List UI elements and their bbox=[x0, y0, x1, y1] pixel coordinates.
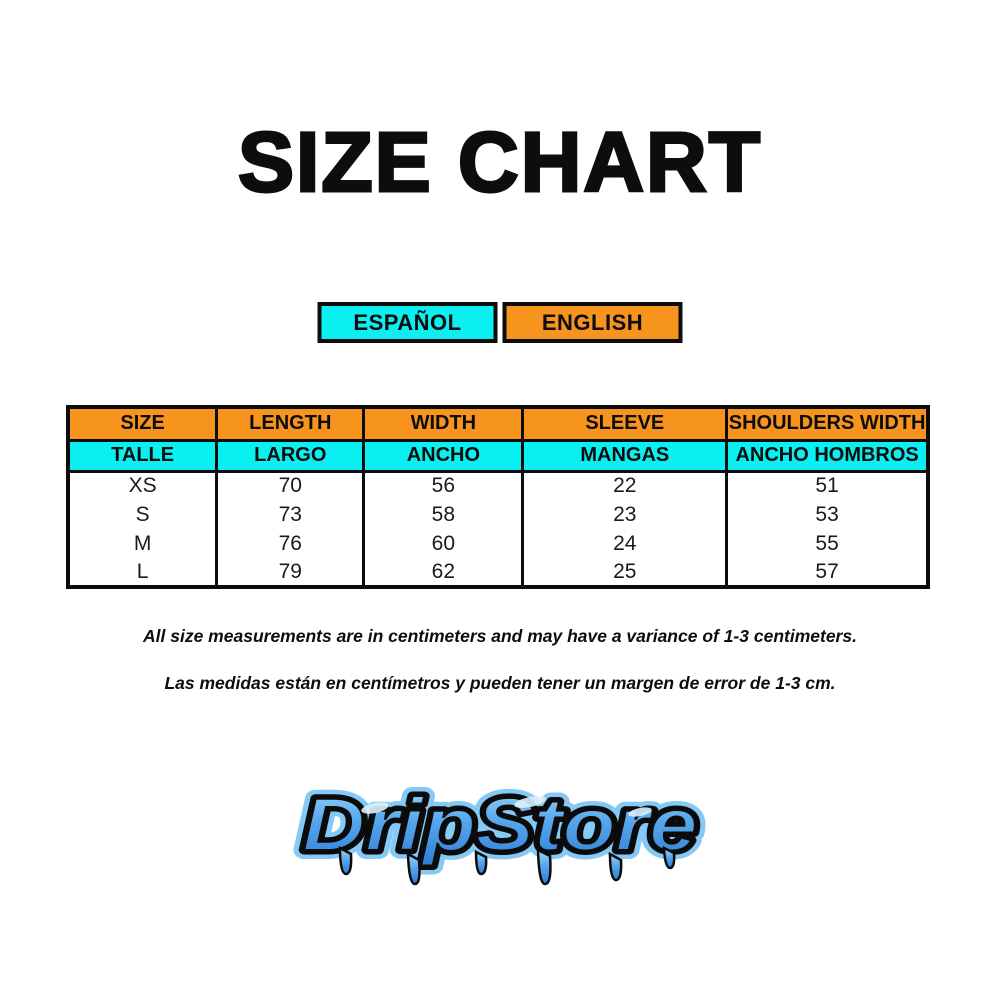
col-header-mangas: MANGAS bbox=[521, 440, 727, 473]
page-title: SIZE CHART bbox=[237, 114, 762, 210]
table-header-english: SIZE LENGTH WIDTH SLEEVE SHOULDERS WIDTH bbox=[68, 407, 928, 442]
disclaimer-spanish: Las medidas están en centímetros y puede… bbox=[164, 673, 836, 693]
tab-espanol[interactable]: ESPAÑOL bbox=[317, 302, 498, 343]
col-header-length: LENGTH bbox=[215, 407, 364, 442]
table-row: M 76 60 24 55 bbox=[68, 529, 928, 558]
language-tabs: ESPAÑOL ENGLISH bbox=[317, 302, 683, 343]
cell-width: 60 bbox=[362, 529, 523, 558]
col-header-shoulders: SHOULDERS WIDTH bbox=[725, 407, 928, 442]
cell-shoulders: 51 bbox=[725, 471, 928, 500]
logo-glow-layer: DripStore bbox=[303, 783, 698, 866]
cell-shoulders: 53 bbox=[725, 500, 928, 529]
size-table-container: SIZE LENGTH WIDTH SLEEVE SHOULDERS WIDTH… bbox=[66, 405, 930, 589]
logo-text: DripStore bbox=[303, 783, 698, 866]
cell-length: 73 bbox=[215, 500, 364, 529]
cell-size: XS bbox=[68, 471, 217, 500]
cell-size: L bbox=[68, 558, 217, 587]
cell-sleeve: 25 bbox=[521, 558, 727, 587]
cell-width: 62 bbox=[362, 558, 523, 587]
cell-size: M bbox=[68, 529, 217, 558]
table-row: XS 70 56 22 51 bbox=[68, 471, 928, 500]
table-header-spanish: TALLE LARGO ANCHO MANGAS ANCHO HOMBROS bbox=[68, 440, 928, 473]
col-header-sleeve: SLEEVE bbox=[521, 407, 727, 442]
cell-length: 79 bbox=[215, 558, 364, 587]
col-header-ancho: ANCHO bbox=[362, 440, 523, 473]
logo-outline-layer: DripStore bbox=[303, 783, 698, 866]
cell-shoulders: 57 bbox=[725, 558, 928, 587]
cell-length: 76 bbox=[215, 529, 364, 558]
disclaimer-english: All size measurements are in centimeters… bbox=[143, 626, 857, 646]
table-row: S 73 58 23 53 bbox=[68, 500, 928, 529]
cell-width: 58 bbox=[362, 500, 523, 529]
col-header-size: SIZE bbox=[68, 407, 217, 442]
cell-sleeve: 22 bbox=[521, 471, 727, 500]
cell-sleeve: 24 bbox=[521, 529, 727, 558]
col-header-ancho-hombros: ANCHO HOMBROS bbox=[725, 440, 928, 473]
col-header-talle: TALLE bbox=[68, 440, 217, 473]
logo-drips bbox=[338, 845, 676, 886]
cell-shoulders: 55 bbox=[725, 529, 928, 558]
cell-size: S bbox=[68, 500, 217, 529]
cell-length: 70 bbox=[215, 471, 364, 500]
col-header-width: WIDTH bbox=[362, 407, 523, 442]
col-header-largo: LARGO bbox=[215, 440, 364, 473]
dripstore-logo-graphic: DripStore DripStore DripStore bbox=[294, 774, 707, 886]
cell-width: 56 bbox=[362, 471, 523, 500]
logo-highlights bbox=[361, 796, 652, 817]
tab-english[interactable]: ENGLISH bbox=[502, 302, 683, 343]
dripstore-logo: DripStore DripStore DripStore bbox=[280, 750, 720, 915]
size-table: SIZE LENGTH WIDTH SLEEVE SHOULDERS WIDTH… bbox=[66, 405, 930, 589]
table-row: L 79 62 25 57 bbox=[68, 558, 928, 587]
cell-sleeve: 23 bbox=[521, 500, 727, 529]
